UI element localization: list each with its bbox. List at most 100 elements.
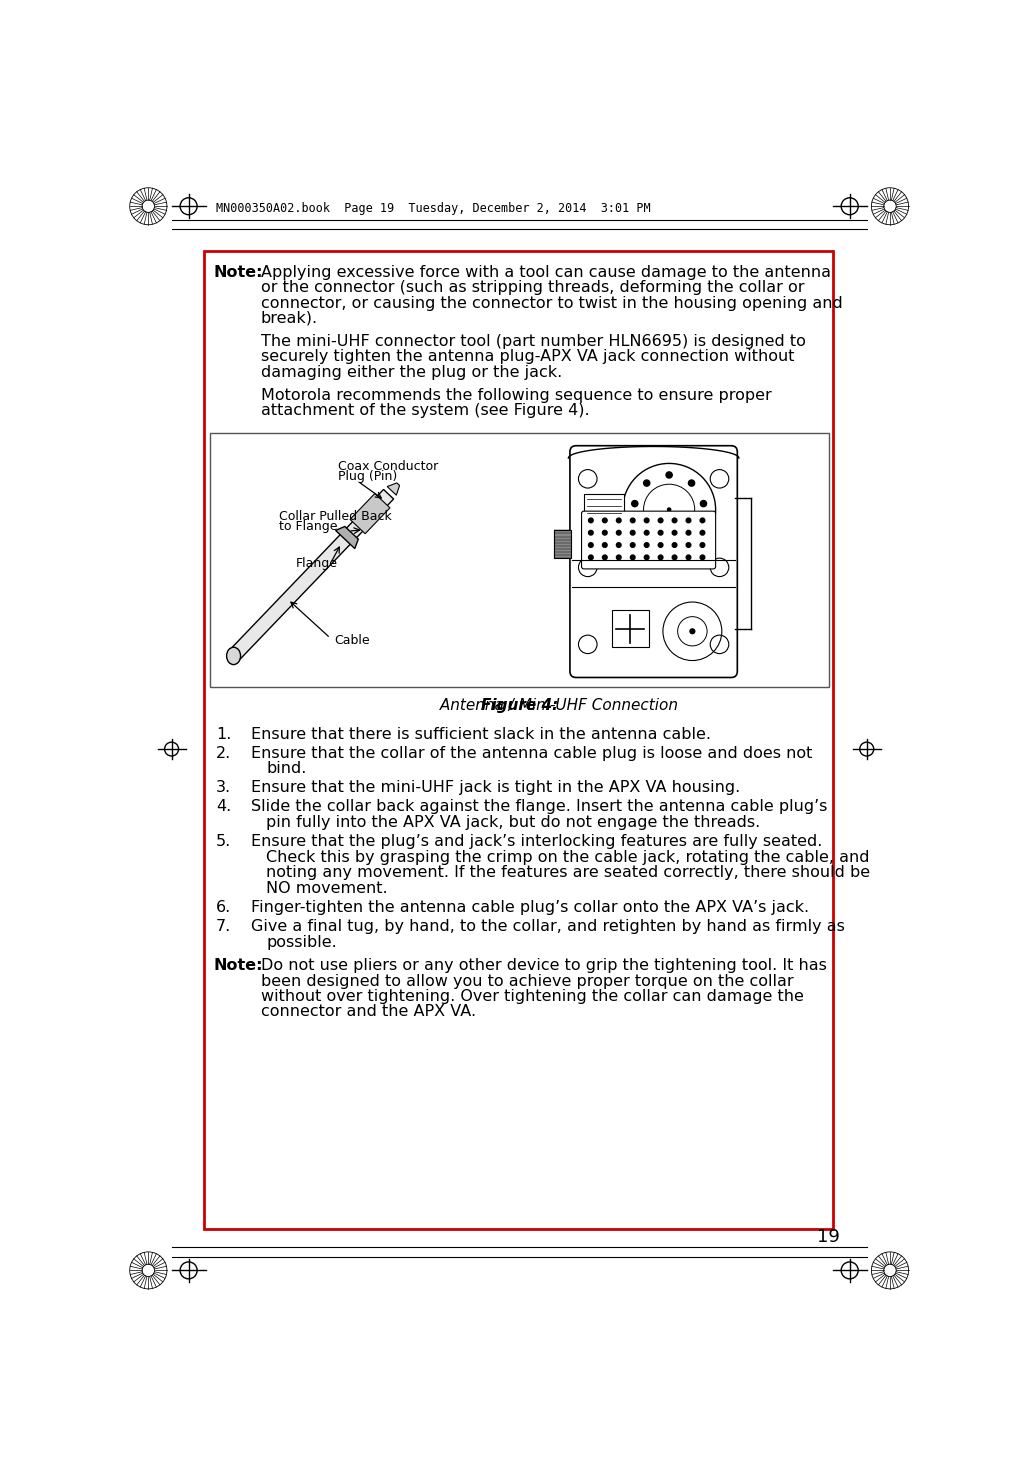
Bar [205, 251, 834, 1228]
Circle shape [673, 518, 677, 523]
Polygon shape [387, 482, 399, 496]
Circle shape [617, 531, 621, 535]
Circle shape [630, 556, 635, 560]
Text: pin fully into the APX VA jack, but do not engage the threads.: pin fully into the APX VA jack, but do n… [266, 814, 761, 830]
Text: MN000350A02.book  Page 19  Tuesday, December 2, 2014  3:01 PM: MN000350A02.book Page 19 Tuesday, Decemb… [216, 202, 650, 215]
Circle shape [686, 518, 691, 523]
Text: 4.: 4. [216, 800, 231, 814]
Text: Coax Conductor: Coax Conductor [338, 459, 439, 472]
Bar [612, 611, 649, 648]
Circle shape [658, 531, 663, 535]
Circle shape [589, 556, 594, 560]
Circle shape [700, 556, 705, 560]
Text: possible.: possible. [266, 934, 337, 950]
Circle shape [658, 556, 663, 560]
Text: been designed to allow you to achieve proper torque on the collar: been designed to allow you to achieve pr… [260, 974, 793, 988]
Circle shape [700, 518, 705, 523]
Text: 7.: 7. [216, 920, 231, 934]
Text: 1.: 1. [216, 727, 231, 741]
Text: Ensure that the collar of the antenna cable plug is loose and does not: Ensure that the collar of the antenna ca… [250, 746, 812, 760]
Text: connector and the APX VA.: connector and the APX VA. [260, 1004, 476, 1019]
Circle shape [643, 480, 649, 487]
Circle shape [589, 531, 594, 535]
Text: Motorola recommends the following sequence to ensure proper: Motorola recommends the following sequen… [260, 387, 772, 404]
Circle shape [589, 518, 594, 523]
Circle shape [667, 507, 672, 512]
Circle shape [617, 518, 621, 523]
Circle shape [673, 531, 677, 535]
Text: damaging either the plug or the jack.: damaging either the plug or the jack. [260, 366, 562, 380]
Circle shape [589, 542, 594, 547]
Bar [554, 531, 570, 558]
Circle shape [617, 542, 621, 547]
Text: without over tightening. Over tightening the collar can damage the: without over tightening. Over tightening… [260, 988, 803, 1004]
Text: or the connector (such as stripping threads, deforming the collar or: or the connector (such as stripping thre… [260, 281, 804, 295]
Text: bind.: bind. [266, 762, 307, 776]
Circle shape [630, 542, 635, 547]
Text: Do not use pliers or any other device to grip the tightening tool. It has: Do not use pliers or any other device to… [260, 958, 827, 974]
Text: Flange: Flange [296, 557, 337, 570]
Circle shape [617, 556, 621, 560]
Circle shape [686, 531, 691, 535]
Text: 19: 19 [816, 1228, 840, 1246]
Circle shape [686, 556, 691, 560]
Bar [583, 494, 624, 518]
Circle shape [644, 542, 649, 547]
Text: Figure 4:: Figure 4: [481, 697, 558, 712]
Text: 6.: 6. [216, 901, 231, 915]
Circle shape [666, 472, 673, 478]
Text: Ensure that the mini-UHF jack is tight in the APX VA housing.: Ensure that the mini-UHF jack is tight i… [250, 781, 739, 795]
Circle shape [696, 523, 702, 531]
Circle shape [678, 539, 684, 545]
Circle shape [673, 542, 677, 547]
Circle shape [700, 542, 705, 547]
Text: Check this by grasping the crimp on the cable jack, rotating the cable, and: Check this by grasping the crimp on the … [266, 849, 869, 864]
Text: securely tighten the antenna plug-APX VA jack connection without: securely tighten the antenna plug-APX VA… [260, 349, 794, 364]
Text: break).: break). [260, 311, 318, 326]
Polygon shape [335, 526, 359, 548]
Circle shape [689, 480, 695, 487]
Text: to Flange: to Flange [279, 520, 337, 534]
Circle shape [689, 629, 696, 635]
Text: NO movement.: NO movement. [266, 882, 388, 896]
Circle shape [700, 500, 707, 507]
Circle shape [603, 518, 607, 523]
Circle shape [603, 531, 607, 535]
Circle shape [644, 556, 649, 560]
Circle shape [603, 542, 607, 547]
Circle shape [673, 556, 677, 560]
Text: attachment of the system (see Figure 4).: attachment of the system (see Figure 4). [260, 404, 590, 418]
Ellipse shape [227, 648, 240, 665]
Circle shape [603, 556, 607, 560]
Text: Note:: Note: [214, 958, 263, 974]
Text: Antenna / Mini-UHF Connection: Antenna / Mini-UHF Connection [436, 697, 679, 712]
Circle shape [644, 531, 649, 535]
Text: Give a final tug, by hand, to the collar, and retighten by hand as firmly as: Give a final tug, by hand, to the collar… [250, 920, 845, 934]
Text: Slide the collar back against the flange. Insert the antenna cable plug’s: Slide the collar back against the flange… [250, 800, 827, 814]
Text: Collar Pulled Back: Collar Pulled Back [279, 510, 391, 522]
Text: Ensure that the plug’s and jack’s interlocking features are fully seated.: Ensure that the plug’s and jack’s interl… [250, 833, 822, 849]
Circle shape [630, 518, 635, 523]
Text: connector, or causing the connector to twist in the housing opening and: connector, or causing the connector to t… [260, 295, 843, 310]
Polygon shape [350, 494, 390, 534]
Text: Applying excessive force with a tool can cause damage to the antenna: Applying excessive force with a tool can… [260, 265, 831, 279]
Polygon shape [229, 490, 394, 661]
Text: Ensure that there is sufficient slack in the antenna cable.: Ensure that there is sufficient slack in… [250, 727, 711, 741]
Circle shape [632, 500, 638, 507]
Circle shape [630, 531, 635, 535]
Text: Finger-tighten the antenna cable plug’s collar onto the APX VA’s jack.: Finger-tighten the antenna cable plug’s … [250, 901, 808, 915]
Text: Note:: Note: [214, 265, 263, 279]
Text: 2.: 2. [216, 746, 231, 760]
FancyBboxPatch shape [570, 446, 737, 677]
Text: 3.: 3. [216, 781, 231, 795]
Circle shape [686, 542, 691, 547]
Circle shape [658, 542, 663, 547]
Text: Plug (Pin): Plug (Pin) [338, 471, 397, 484]
Text: noting any movement. If the features are seated correctly, there should be: noting any movement. If the features are… [266, 866, 870, 880]
Text: Cable: Cable [334, 635, 370, 648]
Text: The mini-UHF connector tool (part number HLN6695) is designed to: The mini-UHF connector tool (part number… [260, 333, 805, 349]
Bar [211, 433, 829, 687]
Circle shape [658, 518, 663, 523]
FancyBboxPatch shape [581, 512, 715, 569]
Circle shape [700, 531, 705, 535]
